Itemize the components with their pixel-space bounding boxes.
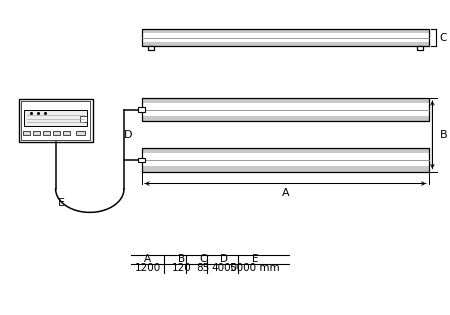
Bar xyxy=(148,46,154,50)
Bar xyxy=(53,131,60,135)
Bar xyxy=(142,29,429,33)
Bar xyxy=(24,111,87,125)
Bar xyxy=(142,98,429,122)
Bar xyxy=(21,101,90,140)
Bar xyxy=(417,46,423,50)
Bar xyxy=(142,98,429,122)
Text: A: A xyxy=(282,188,289,198)
Bar xyxy=(23,131,30,135)
Text: 85: 85 xyxy=(196,263,210,273)
Bar xyxy=(63,131,70,135)
Text: D: D xyxy=(124,130,133,140)
Bar xyxy=(142,166,429,172)
Text: 5000 mm: 5000 mm xyxy=(230,263,280,273)
Bar xyxy=(142,148,429,172)
Bar xyxy=(80,116,87,122)
Text: 4000: 4000 xyxy=(212,263,238,273)
Text: B: B xyxy=(178,254,185,264)
Bar xyxy=(43,131,50,135)
Bar xyxy=(142,43,429,46)
Text: E: E xyxy=(58,198,65,208)
Bar xyxy=(76,131,86,135)
Bar xyxy=(18,100,93,142)
Bar xyxy=(142,98,429,103)
Text: D: D xyxy=(220,254,229,264)
Text: C: C xyxy=(199,254,207,264)
Bar xyxy=(142,148,429,172)
Text: 120: 120 xyxy=(171,263,191,273)
Bar xyxy=(138,107,145,112)
Bar xyxy=(33,131,40,135)
Bar xyxy=(142,148,429,153)
Bar xyxy=(138,158,145,162)
Text: A: A xyxy=(144,254,151,264)
Text: 1200: 1200 xyxy=(135,263,161,273)
Text: C: C xyxy=(439,32,446,43)
Text: B: B xyxy=(440,130,447,140)
Text: E: E xyxy=(252,254,258,264)
Bar xyxy=(142,116,429,122)
Bar xyxy=(142,29,429,46)
Bar xyxy=(142,29,429,46)
